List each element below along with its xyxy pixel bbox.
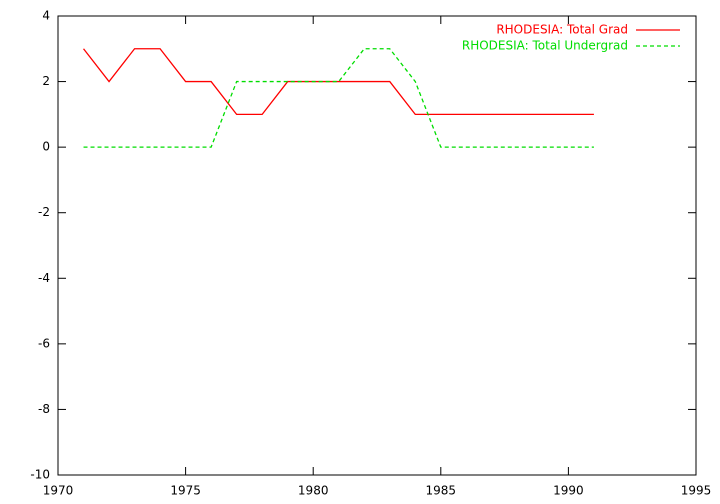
y-tick-label: -2 xyxy=(38,205,50,219)
x-tick-label: 1970 xyxy=(43,484,74,498)
y-tick-label: 4 xyxy=(42,9,50,23)
x-tick-label: 1980 xyxy=(298,484,329,498)
y-tick-label: -4 xyxy=(38,271,50,285)
plot-frame xyxy=(57,15,697,476)
series-line xyxy=(83,48,594,116)
x-tick-label: 1990 xyxy=(553,484,584,498)
x-tick-label: 1985 xyxy=(426,484,457,498)
y-tick-label: -10 xyxy=(30,468,50,482)
y-tick-label: -8 xyxy=(38,402,50,416)
x-tick-label: 1975 xyxy=(170,484,201,498)
y-tick-label: -6 xyxy=(38,336,50,350)
legend-label: RHODESIA: Total Grad xyxy=(496,23,628,37)
series-line xyxy=(83,48,594,148)
legend-label: RHODESIA: Total Undergrad xyxy=(462,39,628,53)
y-tick-label: 0 xyxy=(42,140,50,154)
x-tick-label: 1995 xyxy=(681,484,712,498)
y-tick-label: 2 xyxy=(42,74,50,88)
